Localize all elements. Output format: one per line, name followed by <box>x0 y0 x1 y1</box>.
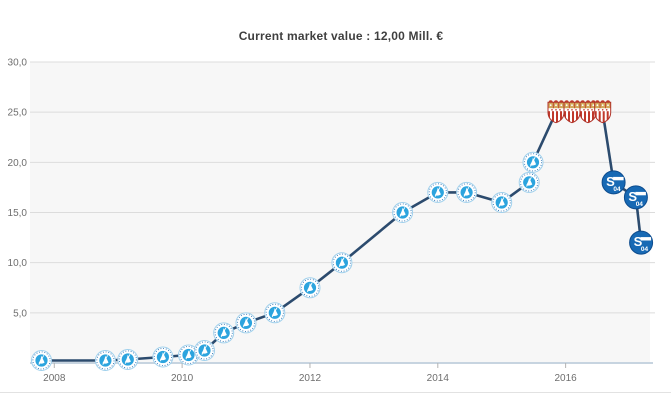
dnipro-badge-icon[interactable] <box>178 344 199 366</box>
svg-text:04: 04 <box>641 246 649 253</box>
svg-text:04: 04 <box>613 186 621 193</box>
x-tick-label: 2016 <box>555 373 578 384</box>
x-tick-label: 2014 <box>427 373 450 384</box>
x-tick-label: 2012 <box>299 373 322 384</box>
dnipro-badge-icon[interactable] <box>456 181 478 203</box>
dnipro-badge-icon[interactable] <box>94 350 116 371</box>
x-tick-label: 2010 <box>171 373 194 384</box>
chart-title: Current market value : 12,00 Mill. € <box>238 29 444 43</box>
y-tick-label: 25,0 <box>8 108 28 119</box>
dnipro-badge-icon[interactable] <box>522 151 544 173</box>
y-tick-label: 5,0 <box>13 308 27 319</box>
sevilla-badge-icon[interactable] <box>594 100 612 124</box>
dnipro-badge-icon[interactable] <box>117 349 139 370</box>
sevilla-badge-icon[interactable] <box>579 100 597 124</box>
x-tick-label: 2008 <box>43 373 66 384</box>
dnipro-badge-icon[interactable] <box>152 346 174 368</box>
svg-text:S: S <box>606 174 615 189</box>
svg-text:04: 04 <box>636 201 644 208</box>
dnipro-badge-icon[interactable] <box>235 312 257 334</box>
x-axis-labels: 2008 2010 2012 2014 2016 <box>43 363 577 384</box>
dnipro-badge-icon[interactable] <box>264 302 286 324</box>
svg-text:S: S <box>634 234 643 249</box>
y-tick-label: 10,0 <box>8 258 28 269</box>
dnipro-badge-icon[interactable] <box>427 181 449 203</box>
dnipro-badge-icon[interactable] <box>31 350 52 371</box>
y-tick-label: 20,0 <box>8 158 28 169</box>
schalke-badge-icon[interactable]: S04 <box>601 170 626 195</box>
y-tick-label: 30,0 <box>8 58 28 69</box>
y-tick-label: 15,0 <box>8 208 28 219</box>
dnipro-badge-icon[interactable] <box>213 322 235 344</box>
schalke-badge-icon[interactable]: S04 <box>629 230 654 255</box>
dnipro-badge-icon[interactable] <box>491 192 513 213</box>
schalke-badge-icon[interactable]: S04 <box>623 185 648 210</box>
dnipro-badge-icon[interactable] <box>331 252 353 274</box>
sevilla-badge-icon[interactable] <box>547 100 565 124</box>
dnipro-badge-icon[interactable] <box>392 202 414 223</box>
dnipro-badge-icon[interactable] <box>299 277 321 299</box>
footer-divider <box>0 392 671 393</box>
svg-text:S: S <box>628 189 637 204</box>
y-axis-labels: 30,0 25,0 20,0 15,0 10,0 5,0 <box>8 58 28 320</box>
sevilla-badge-icon[interactable] <box>563 100 581 124</box>
dnipro-badge-icon[interactable] <box>194 340 215 361</box>
dnipro-badge-icon[interactable] <box>518 171 540 193</box>
